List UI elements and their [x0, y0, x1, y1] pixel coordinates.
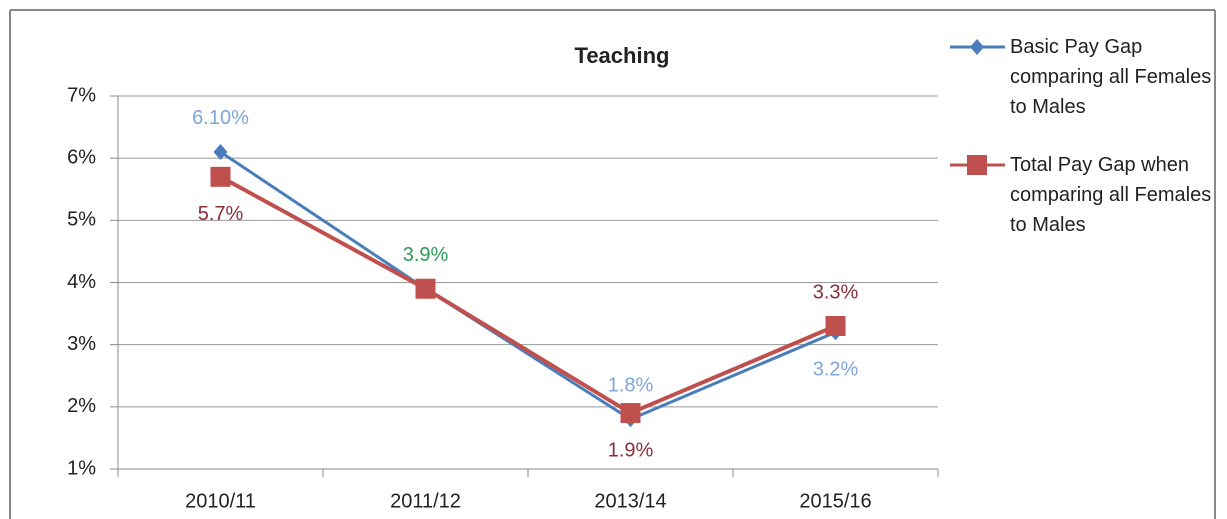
x-tick-label: 2015/16	[799, 490, 871, 512]
y-tick-label: 6%	[67, 146, 96, 168]
legend-marker	[970, 39, 984, 55]
series-line	[219, 150, 837, 421]
data-label: 6.10%	[192, 107, 249, 129]
data-label: 3.3%	[813, 281, 859, 303]
data-label: 3.2%	[813, 359, 859, 381]
point	[825, 316, 846, 337]
point	[415, 278, 436, 299]
y-tick-label: 2%	[67, 395, 96, 417]
y-tick-label: 7%	[67, 84, 96, 106]
y-tick-label: 5%	[67, 209, 96, 231]
data-label: 1.9%	[608, 439, 654, 461]
x-tick-label: 2013/14	[594, 490, 666, 512]
legend-label: Total Pay Gap when comparing all Females…	[1010, 154, 1212, 236]
x-tick-label: 2010/11	[185, 490, 256, 512]
legend-marker	[967, 155, 987, 175]
y-tick-label: 4%	[67, 271, 96, 293]
legend-label: Basic Pay Gap comparing all Females to M…	[1010, 36, 1212, 118]
data-label: 5.7%	[198, 203, 244, 225]
x-tick-label: 2011/12	[390, 490, 461, 512]
chart-title: Teaching	[575, 43, 670, 68]
point	[210, 166, 231, 187]
point	[213, 143, 228, 160]
point	[620, 403, 641, 424]
data-label: 3.9%	[403, 244, 449, 266]
data-label: 1.8%	[608, 375, 654, 397]
y-tick-label: 3%	[67, 333, 96, 355]
series-line	[219, 175, 837, 416]
y-tick-label: 1%	[67, 457, 96, 479]
